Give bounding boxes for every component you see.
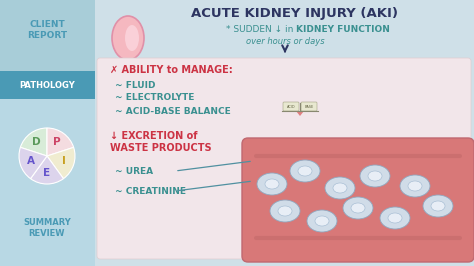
FancyBboxPatch shape [0, 99, 95, 266]
Text: P: P [54, 137, 61, 147]
Ellipse shape [112, 16, 144, 60]
Ellipse shape [388, 213, 402, 223]
Wedge shape [19, 147, 47, 179]
Text: I: I [62, 156, 65, 166]
FancyBboxPatch shape [301, 102, 317, 111]
Ellipse shape [423, 195, 453, 217]
Ellipse shape [270, 200, 300, 222]
Text: E: E [44, 168, 51, 178]
Ellipse shape [343, 197, 373, 219]
Ellipse shape [307, 210, 337, 232]
Text: ✗ ABILITY to MANAGE:: ✗ ABILITY to MANAGE: [110, 65, 233, 75]
Ellipse shape [360, 165, 390, 187]
Wedge shape [47, 147, 75, 179]
Wedge shape [20, 128, 47, 156]
Text: * SUDDEN ↓ in: * SUDDEN ↓ in [226, 26, 296, 35]
FancyBboxPatch shape [0, 0, 95, 71]
Ellipse shape [290, 160, 320, 182]
FancyBboxPatch shape [97, 58, 471, 259]
Ellipse shape [257, 173, 287, 195]
Text: ~ ELECTROLYTE: ~ ELECTROLYTE [115, 94, 194, 102]
Ellipse shape [400, 175, 430, 197]
Text: ~ CREATININE: ~ CREATININE [115, 186, 186, 196]
Text: WASTE PRODUCTS: WASTE PRODUCTS [110, 143, 211, 153]
Text: ↓ EXCRETION of: ↓ EXCRETION of [110, 131, 198, 141]
Ellipse shape [351, 203, 365, 213]
Text: A: A [27, 156, 35, 166]
Ellipse shape [265, 179, 279, 189]
Text: ~ FLUID: ~ FLUID [115, 81, 155, 89]
Wedge shape [47, 128, 73, 156]
Text: BASE: BASE [304, 105, 314, 109]
Text: ~ UREA: ~ UREA [115, 167, 153, 176]
Text: KIDNEY FUNCTION: KIDNEY FUNCTION [296, 26, 390, 35]
FancyBboxPatch shape [283, 102, 299, 111]
Ellipse shape [325, 177, 355, 199]
Ellipse shape [333, 183, 347, 193]
Ellipse shape [380, 207, 410, 229]
Text: SUMMARY
REVIEW: SUMMARY REVIEW [23, 218, 71, 238]
Text: PATHOLOGY: PATHOLOGY [19, 81, 75, 89]
Ellipse shape [298, 166, 312, 176]
FancyBboxPatch shape [0, 71, 95, 99]
Text: ~ ACID-BASE BALANCE: ~ ACID-BASE BALANCE [115, 106, 231, 115]
Ellipse shape [431, 201, 445, 211]
Text: CLIENT
REPORT: CLIENT REPORT [27, 20, 67, 40]
Ellipse shape [368, 171, 382, 181]
Ellipse shape [315, 216, 329, 226]
Text: ACUTE KIDNEY INJURY (AKI): ACUTE KIDNEY INJURY (AKI) [191, 7, 399, 20]
FancyBboxPatch shape [242, 138, 474, 262]
Ellipse shape [278, 206, 292, 216]
Text: D: D [33, 137, 41, 147]
Ellipse shape [408, 181, 422, 191]
Wedge shape [30, 156, 64, 184]
Polygon shape [296, 111, 304, 116]
Ellipse shape [125, 25, 139, 51]
Text: ACID: ACID [287, 105, 295, 109]
Text: over hours or days: over hours or days [246, 38, 324, 47]
